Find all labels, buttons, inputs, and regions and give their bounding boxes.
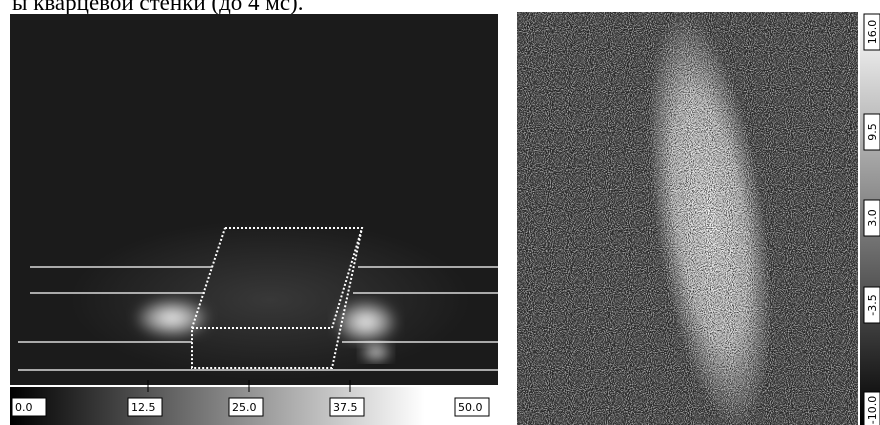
label-box bbox=[228, 397, 264, 417]
label-box bbox=[863, 113, 880, 151]
label-box bbox=[863, 286, 880, 324]
label-box bbox=[454, 397, 490, 417]
colorbar-label: 12.5 bbox=[131, 401, 156, 414]
colorbar-label: 50.0 bbox=[458, 401, 483, 414]
label-box bbox=[127, 397, 163, 417]
label-box bbox=[329, 397, 365, 417]
left-image bbox=[10, 14, 498, 385]
label-box bbox=[863, 13, 880, 51]
colorbar-label: 25.0 bbox=[232, 401, 257, 414]
left-colorbar: 0.0 12.5 25.0 37.5 50.0 bbox=[10, 380, 498, 425]
colorbar-label: 37.5 bbox=[333, 401, 358, 414]
label-box bbox=[863, 199, 880, 237]
colorbar-label: -10.0 bbox=[866, 396, 879, 424]
right-image bbox=[517, 12, 858, 425]
colorbar-label: 16.0 bbox=[866, 20, 879, 45]
caption: ы кварцевой стенки (до 4 мс). bbox=[12, 0, 303, 15]
label-box bbox=[11, 397, 47, 417]
colorbar-label: 9.5 bbox=[866, 123, 879, 141]
colorbar-label: -3.5 bbox=[866, 294, 879, 315]
right-colorbar: 16.0 9.5 3.0 -3.5 -10.0 bbox=[860, 12, 880, 425]
label-box bbox=[863, 391, 880, 425]
colorbar-label: 3.0 bbox=[866, 209, 879, 227]
colorbar-label: 0.0 bbox=[15, 401, 33, 414]
